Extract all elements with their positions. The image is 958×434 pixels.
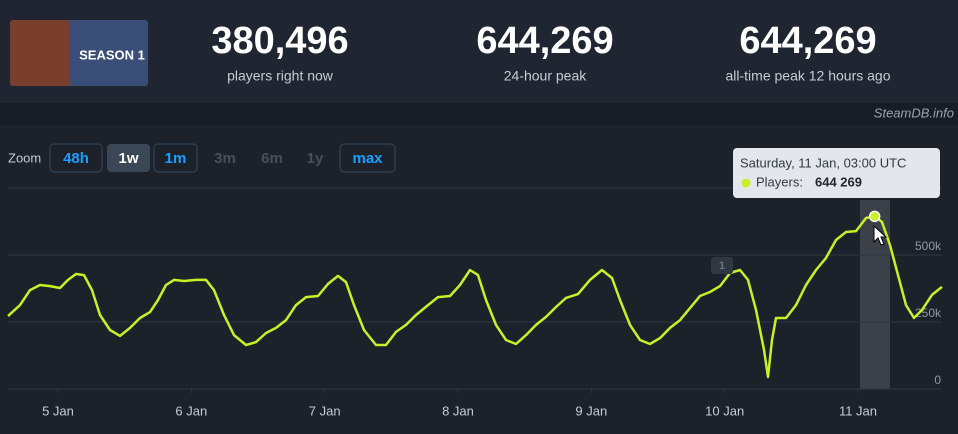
tooltip: Saturday, 11 Jan, 03:00 UTC Players: 644…	[733, 148, 940, 198]
zoom-button[interactable]: 48h	[49, 143, 103, 173]
tooltip-date: Saturday, 11 Jan, 03:00 UTC	[740, 155, 906, 170]
zoom-button-label: 48h	[63, 150, 89, 167]
zoom-button-label: 6m	[261, 150, 283, 167]
zoom-button-bg	[107, 144, 150, 172]
cursor	[873, 224, 888, 246]
zoom-button-bg	[339, 143, 396, 173]
zoom-button[interactable]: max	[339, 143, 396, 173]
zoom-button[interactable]: 1m	[153, 143, 198, 173]
zoom-button-bg	[153, 143, 198, 173]
annotation-flag: 1	[711, 257, 733, 274]
source-label: SteamDB.info	[874, 105, 954, 120]
zoom-button-label: max	[352, 150, 383, 167]
zoom-button-label: 1m	[165, 150, 187, 167]
thumbnail-figure	[10, 20, 70, 86]
x-tick-label: 11 Jan	[839, 403, 877, 418]
tooltip-value: 644 269	[815, 174, 862, 189]
zoom-button[interactable]: 1w	[107, 144, 150, 172]
x-tick-label: 9 Jan	[575, 403, 607, 418]
stat-value: 644,269	[476, 20, 613, 62]
tooltip-label: Players:	[756, 174, 803, 189]
stat-label: 24-hour peak	[504, 68, 588, 84]
x-tick-label: 5 Jan	[42, 403, 74, 418]
zoom-label: Zoom	[8, 150, 41, 165]
annotation-text: 1	[719, 260, 725, 272]
y-tick-label: 500k	[915, 239, 942, 253]
zoom-button: 1y	[307, 150, 324, 167]
thumbnail-text: SEASON 1	[79, 47, 145, 62]
series-line	[7, 215, 943, 379]
zoom-button-label: 1y	[307, 150, 324, 167]
thumbnail: SEASON 1	[10, 20, 148, 86]
zoom-button-label: 1w	[118, 150, 138, 167]
stat-value: 380,496	[211, 20, 348, 62]
hover-point	[868, 210, 881, 223]
stat-value: 644,269	[739, 20, 876, 62]
x-tick-label: 6 Jan	[175, 403, 207, 418]
tooltip-box	[733, 148, 940, 198]
stat-label: all-time peak 12 hours ago	[726, 68, 891, 84]
zoom-button: 3m	[214, 150, 236, 167]
y-tick-label: 0	[934, 373, 941, 387]
stat-label: players right now	[227, 68, 334, 84]
header-bar	[0, 0, 958, 103]
annotation-box	[711, 257, 733, 274]
zoom-button: 6m	[261, 150, 283, 167]
x-tick-label: 8 Jan	[442, 403, 474, 418]
tooltip-dot	[741, 178, 751, 188]
x-tick-label: 10 Jan	[705, 403, 744, 418]
zoom-button-bg	[49, 143, 103, 173]
x-tick-label: 7 Jan	[309, 403, 341, 418]
zoom-button-label: 3m	[214, 150, 236, 167]
